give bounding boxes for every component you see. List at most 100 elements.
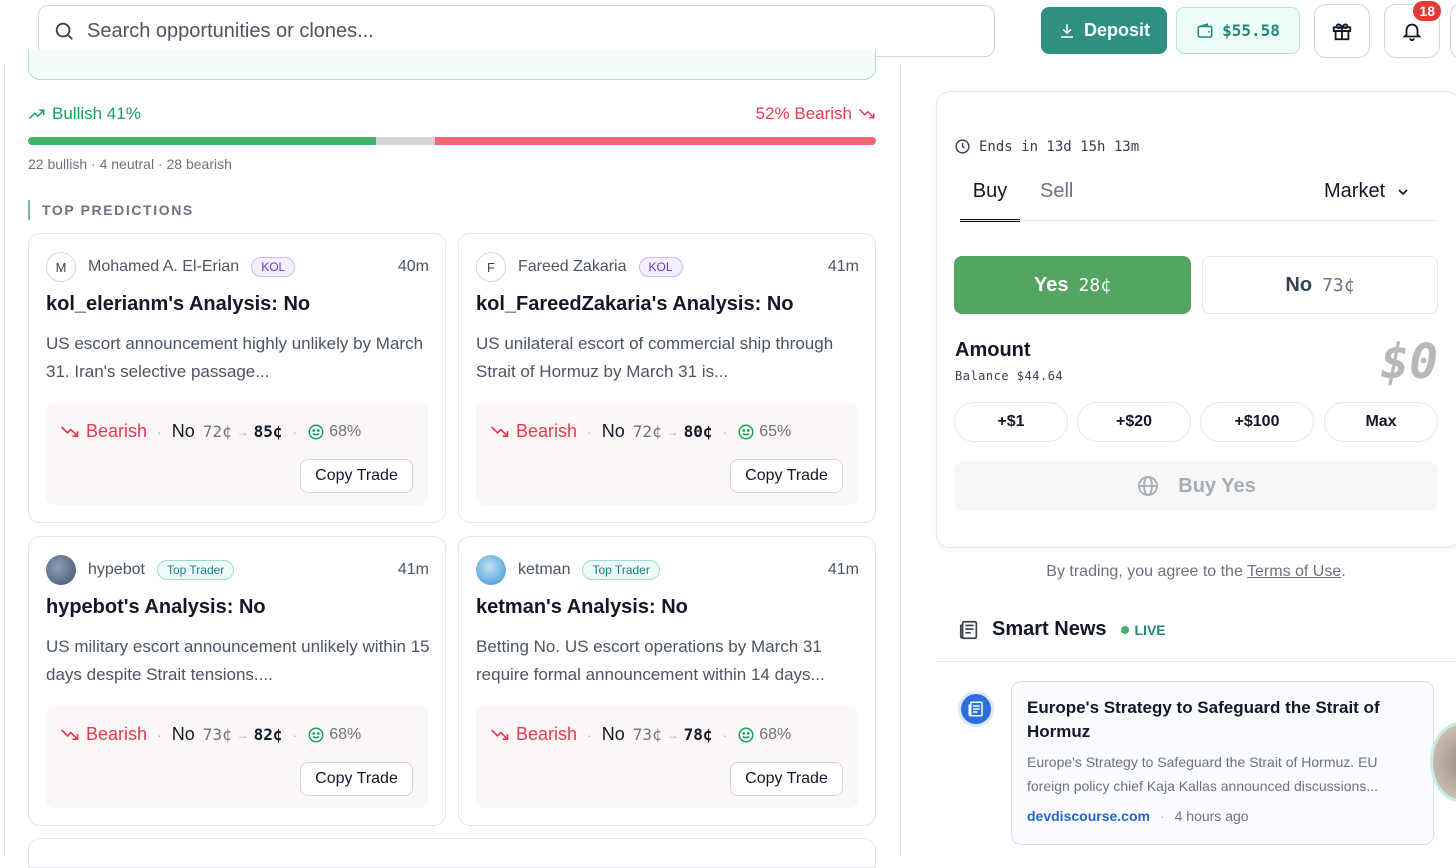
buy-yes-label: Buy Yes [1178, 474, 1256, 497]
quick-amount-max[interactable]: Max [1324, 402, 1438, 442]
arrow-right-icon: → [666, 424, 679, 439]
amount-label: Amount [955, 339, 1031, 361]
card-header: ketman Top Trader 41m [476, 555, 859, 585]
news-item[interactable]: Europe's Strategy to Safeguard the Strai… [1011, 681, 1434, 845]
sentiment-row: Bullish 41% 52% Bearish [28, 104, 876, 128]
separator: · [722, 423, 728, 440]
no-outcome-button[interactable]: No 73¢ [1202, 256, 1438, 314]
post-time: 41m [397, 561, 429, 578]
copy-trade-button[interactable]: Copy Trade [730, 762, 843, 796]
side-label: No [171, 421, 195, 441]
news-time: 4 hours ago [1174, 808, 1249, 824]
card-description: US escort announcement highly unlikely b… [46, 334, 424, 381]
prediction-card[interactable]: ketman Top Trader 41m ketman's Analysis:… [458, 536, 876, 826]
profile-button[interactable] [1450, 4, 1456, 58]
wallet-balance-button[interactable]: $55.58 [1176, 7, 1300, 54]
card-description: US military escort announcement unlikely… [46, 637, 430, 684]
author-name[interactable]: hypebot [88, 561, 145, 578]
card-title[interactable]: ketman's Analysis: No [476, 596, 688, 618]
bullish-label: Bullish 41% [52, 104, 141, 123]
target-price: 78¢ [683, 725, 713, 744]
side-label: No [601, 724, 625, 744]
search-box[interactable] [38, 5, 995, 57]
top-trader-badge: Top Trader [156, 560, 235, 580]
card-header: hypebot Top Trader 41m [46, 555, 429, 585]
terms-of-use-link[interactable]: Terms of Use [1247, 563, 1342, 580]
buy-yes-button[interactable]: Buy Yes [954, 461, 1438, 511]
separator: · [292, 726, 298, 743]
news-title[interactable]: Europe's Strategy to Safeguard the Strai… [1027, 698, 1380, 741]
separator: · [722, 726, 728, 743]
live-indicator: LIVE [1120, 621, 1166, 638]
sentiment-counts: 22 bullish · 4 neutral · 28 bearish [28, 156, 232, 172]
separator: · [587, 423, 592, 440]
news-source-link[interactable]: devdiscourse.com [1027, 808, 1150, 824]
entry-price: 72¢ [202, 422, 232, 441]
copy-trade-button[interactable]: Copy Trade [730, 459, 843, 493]
prediction-card[interactable]: hypebot Top Trader 41m hypebot's Analysi… [28, 536, 446, 826]
prediction-card[interactable]: M Mohamed A. El-Erian KOL 40m kol_eleria… [28, 233, 446, 523]
trend-up-icon [28, 109, 45, 120]
more-predictions-button[interactable] [28, 838, 876, 868]
post-time: 40m [397, 258, 429, 275]
smile-icon [308, 727, 324, 742]
search-input[interactable] [87, 19, 967, 43]
amount-input[interactable]: $0 [1380, 334, 1438, 390]
author-name[interactable]: Mohamed A. El-Erian [88, 258, 240, 275]
sentiment-bar-bullish [28, 137, 376, 145]
chevron-down-icon [1398, 188, 1408, 195]
stance-label: Bearish [86, 421, 148, 441]
prediction-box: Bearish · No 73¢ → 78¢ · 68% Copy Trade [476, 706, 858, 808]
tabs-divider [960, 220, 1438, 221]
available-balance: Balance $44.64 [955, 369, 1064, 383]
smart-news-title: Smart News [992, 618, 1107, 640]
quick-amount-1[interactable]: +$1 [954, 402, 1068, 442]
prediction-box: Bearish · No 72¢ → 85¢ · 68% Copy Trade [46, 403, 428, 505]
separator: · [587, 726, 592, 743]
sentiment-bar-bearish [435, 137, 876, 145]
newspaper-icon [968, 701, 983, 717]
entry-price: 72¢ [632, 422, 662, 441]
order-type-select[interactable]: Market [1324, 180, 1411, 203]
side-label: No [171, 724, 195, 744]
live-label: LIVE [1134, 621, 1166, 638]
arrow-right-icon: → [666, 727, 679, 742]
terms-suffix: . [1341, 563, 1346, 580]
no-label: No [1285, 273, 1313, 296]
bearish-indicator: 52% Bearish [756, 104, 876, 124]
prediction-card[interactable]: F Fareed Zakaria KOL 41m kol_FareedZakar… [458, 233, 876, 523]
yes-price: 28¢ [1078, 274, 1111, 296]
card-title[interactable]: kol_elerianm's Analysis: No [46, 293, 311, 315]
side-label: No [601, 421, 625, 441]
smile-icon [738, 727, 754, 742]
kol-badge: KOL [251, 257, 296, 277]
copy-trade-button[interactable]: Copy Trade [300, 762, 413, 796]
card-title[interactable]: hypebot's Analysis: No [46, 596, 266, 618]
quick-amount-20[interactable]: +$20 [1077, 402, 1191, 442]
author-name[interactable]: ketman [518, 561, 571, 578]
quick-amount-100[interactable]: +$100 [1200, 402, 1314, 442]
confidence-value: 65% [759, 422, 792, 440]
copy-trade-button[interactable]: Copy Trade [300, 459, 413, 493]
tab-buy[interactable]: Buy [960, 180, 1020, 222]
separator: · [157, 423, 162, 440]
trend-down-icon [61, 425, 79, 437]
card-title[interactable]: kol_FareedZakaria's Analysis: No [476, 293, 794, 315]
prediction-box: Bearish · No 73¢ → 82¢ · 68% Copy Trade [46, 706, 428, 808]
bell-icon [1402, 23, 1422, 42]
tab-sell[interactable]: Sell [1040, 180, 1074, 202]
yes-label: Yes [1034, 273, 1069, 296]
sentiment-bar-neutral [375, 137, 436, 145]
live-dot [1120, 625, 1129, 634]
card-description: US unilateral escort of commercial ship … [476, 334, 834, 381]
smile-icon [308, 424, 324, 439]
card-header: M Mohamed A. El-Erian KOL 40m [46, 252, 429, 282]
trend-down-icon [61, 728, 79, 740]
smile-icon [738, 424, 754, 439]
deposit-button[interactable]: Deposit [1041, 7, 1167, 54]
author-name[interactable]: Fareed Zakaria [518, 258, 627, 275]
yes-outcome-button[interactable]: Yes 28¢ [954, 256, 1191, 314]
avatar [46, 555, 76, 585]
gift-button[interactable] [1314, 4, 1370, 58]
notifications-button[interactable]: 18 [1384, 0, 1443, 58]
